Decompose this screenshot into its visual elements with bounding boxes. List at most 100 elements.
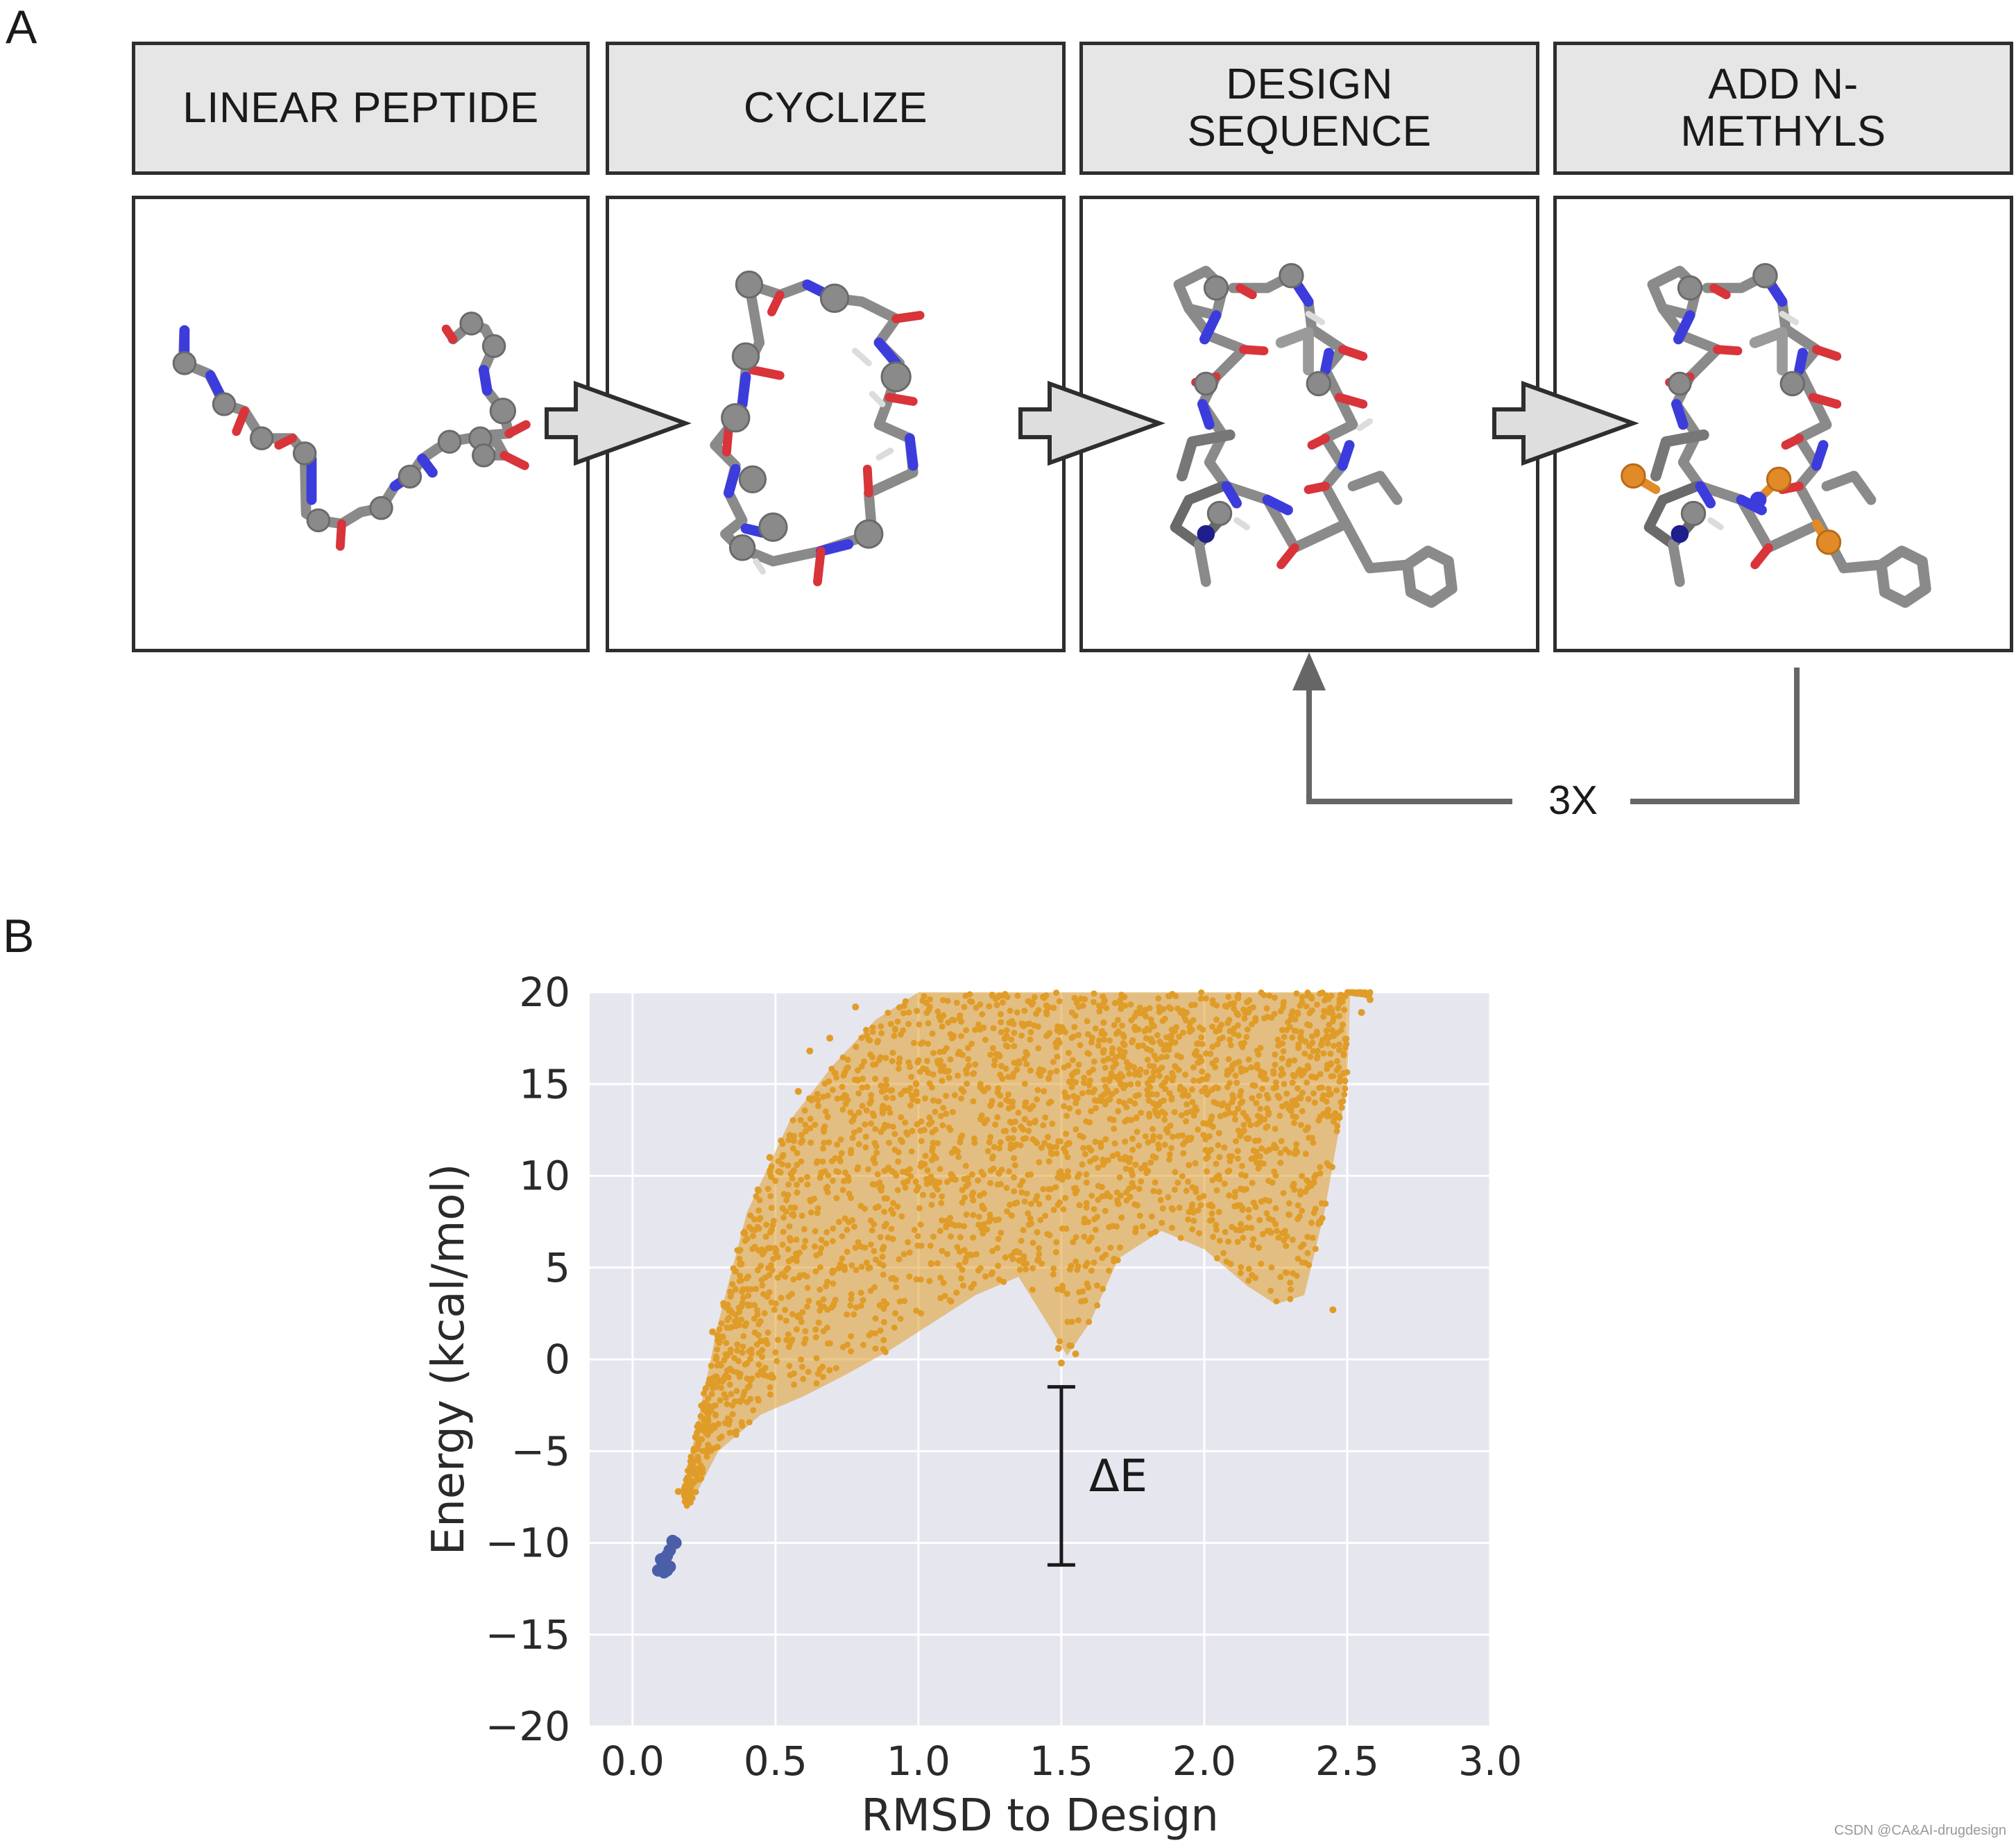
scatter-point	[813, 1380, 820, 1387]
scatter-point	[674, 1488, 682, 1495]
scatter-point	[1243, 1224, 1250, 1231]
scatter-point	[1215, 1130, 1222, 1137]
scatter-point	[1127, 1097, 1134, 1104]
scatter-point	[1068, 1262, 1075, 1269]
scatter-point	[1020, 1255, 1027, 1262]
scatter-point	[796, 1272, 803, 1279]
scatter-point	[717, 1384, 724, 1391]
scatter-point	[790, 1137, 797, 1144]
scatter-point	[1099, 1193, 1106, 1200]
scatter-point	[1177, 1086, 1184, 1093]
scatter-point	[1231, 1110, 1238, 1117]
scatter-point	[970, 1197, 977, 1204]
scatter-point	[1252, 1137, 1258, 1144]
scatter-point	[870, 1156, 877, 1163]
scatter-point	[712, 1383, 719, 1391]
scatter-point	[860, 1341, 867, 1348]
scatter-point	[1326, 1112, 1333, 1119]
scatter-point	[800, 1375, 807, 1382]
scatter-point	[1080, 1079, 1087, 1086]
scatter-point	[857, 1289, 864, 1296]
scatter-point	[862, 1026, 869, 1033]
scatter-point	[898, 1091, 905, 1098]
scatter-point	[1036, 1159, 1043, 1166]
scatter-point	[1287, 1280, 1294, 1286]
scatter-point	[844, 1311, 851, 1318]
scatter-point	[1255, 1112, 1262, 1119]
scatter-point	[798, 1158, 805, 1165]
scatter-point	[785, 1331, 792, 1338]
scatter-point	[853, 1044, 860, 1051]
scatter-point	[1306, 1262, 1313, 1268]
scatter-point	[1062, 1195, 1069, 1202]
methyl-group	[1621, 463, 1646, 489]
scatter-point	[1267, 1287, 1274, 1294]
scatter-point	[1234, 1202, 1241, 1209]
scatter-point	[1168, 1144, 1174, 1151]
y-tick-label: 10	[519, 1153, 570, 1200]
scatter-point	[1150, 1073, 1156, 1080]
scatter-point	[1138, 1110, 1145, 1116]
scatter-point	[908, 1148, 915, 1155]
scatter-point	[964, 1080, 971, 1087]
scatter-point	[1036, 1066, 1043, 1073]
scatter-point	[685, 1495, 692, 1502]
scatter-point	[1057, 1338, 1063, 1345]
scatter-point	[1088, 1108, 1095, 1115]
scatter-point	[814, 1096, 821, 1103]
scatter-point	[1075, 1317, 1082, 1324]
delta-e-label: ΔE	[1089, 1451, 1147, 1502]
scatter-point	[1249, 1272, 1256, 1279]
scatter-point	[1122, 1138, 1129, 1145]
scatter-point	[986, 1212, 993, 1218]
scatter-point	[1249, 1021, 1256, 1028]
scatter-point	[819, 1364, 826, 1370]
scatter-point	[726, 1381, 733, 1388]
scatter-point	[1307, 1053, 1314, 1060]
scatter-point	[991, 1057, 998, 1064]
scatter-point	[683, 1477, 691, 1484]
scatter-point	[855, 1090, 862, 1097]
scatter-point	[1074, 1068, 1081, 1075]
scatter-point	[872, 1061, 879, 1068]
scatter-point	[1280, 1048, 1287, 1055]
scatter-point	[1004, 1208, 1011, 1215]
scatter-point	[1224, 1084, 1231, 1091]
scatter-point	[798, 1176, 805, 1183]
scatter-point	[1084, 1018, 1091, 1025]
scatter-point	[1336, 1078, 1343, 1085]
designed-point	[663, 1544, 676, 1557]
scatter-point	[1009, 1135, 1016, 1142]
scatter-point	[1073, 1234, 1079, 1241]
scatter-point	[860, 1076, 866, 1082]
scatter-point	[1138, 1178, 1145, 1185]
scatter-point	[1299, 999, 1306, 1005]
scatter-point	[768, 1205, 775, 1212]
scatter-point	[1065, 1062, 1072, 1069]
scatter-point	[926, 1003, 933, 1010]
scatter-point	[1014, 1009, 1020, 1016]
scatter-point	[1233, 1138, 1240, 1145]
scatter-point	[1323, 1033, 1330, 1040]
scatter-point	[804, 1173, 811, 1180]
scatter-point	[1095, 1037, 1102, 1044]
scatter-point	[1262, 1196, 1269, 1203]
scatter-point	[835, 1265, 842, 1272]
scatter-point	[1289, 1034, 1296, 1041]
scatter-point	[1272, 1205, 1279, 1212]
scatter-point	[926, 1080, 933, 1087]
scatter-point	[1336, 1012, 1343, 1019]
scatter-point	[763, 1221, 770, 1228]
scatter-point	[1107, 1091, 1114, 1098]
scatter-point	[1059, 1176, 1066, 1183]
scatter-point	[1289, 1098, 1296, 1105]
scatter-point	[1323, 1098, 1330, 1105]
scatter-point	[1147, 1159, 1154, 1166]
scatter-point	[1083, 1118, 1090, 1125]
scatter-point	[1199, 1076, 1206, 1083]
scatter-point	[778, 1294, 785, 1301]
scatter-point	[957, 1095, 964, 1102]
scatter-point	[1333, 1087, 1340, 1094]
scatter-point	[997, 1092, 1004, 1099]
scatter-point	[1056, 1039, 1063, 1046]
